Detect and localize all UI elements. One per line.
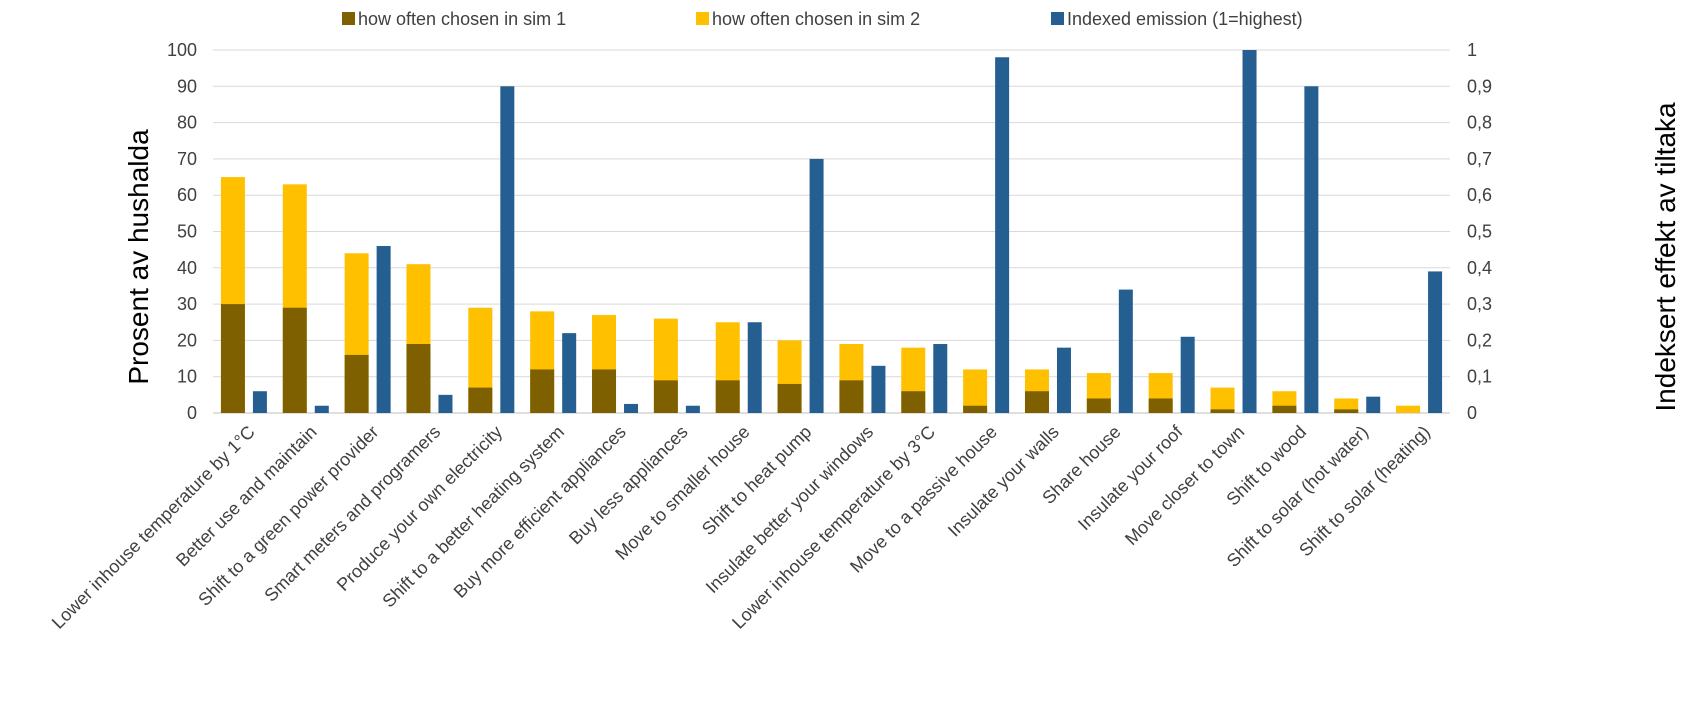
y-right-tick-label: 1 [1467, 40, 1477, 60]
bar-sim1 [220, 304, 245, 413]
bar-sim1 [715, 380, 740, 413]
bar-indexed-emission [933, 344, 948, 413]
legend-swatch [696, 12, 709, 25]
category-label: Move closer to town [1121, 422, 1248, 549]
y-left-tick-label: 40 [177, 258, 197, 278]
bar-sim1 [592, 369, 617, 413]
category-label: Shift to heat pump [698, 422, 815, 539]
legend-label: how often chosen in sim 2 [712, 9, 920, 29]
bar-indexed-emission [624, 403, 639, 413]
bar-sim1 [839, 380, 864, 413]
bar-indexed-emission [438, 394, 453, 413]
y-left-tick-label: 0 [187, 403, 197, 423]
y-right-tick-label: 0,6 [1467, 185, 1492, 205]
bar-indexed-emission [1056, 347, 1071, 413]
gridlines [213, 49, 1450, 414]
bar-sim1 [1148, 398, 1173, 413]
bar-sim1 [1024, 391, 1049, 413]
bar-sim2 [1210, 387, 1235, 413]
left-axis-ticks: 0 10 20 30 40 50 60 70 80 90 100 [167, 40, 197, 423]
bar-sim1 [1086, 398, 1111, 413]
y-left-tick-label: 10 [177, 367, 197, 387]
y-left-tick-label: 20 [177, 330, 197, 350]
right-axis-ticks: 0 0,1 0,2 0,3 0,4 0,5 0,6 0,7 0,8 0,9 1 [1467, 40, 1492, 423]
bar-sim1 [1272, 405, 1297, 413]
bar-indexed-emission [562, 333, 577, 413]
bar-sim1 [406, 344, 431, 413]
bar-indexed-emission [1118, 289, 1133, 413]
bar-indexed-emission [871, 365, 886, 413]
bar-indexed-emission [314, 405, 329, 413]
y-left-tick-label: 90 [177, 76, 197, 96]
bar-sim1 [344, 354, 369, 413]
bar-indexed-emission [1304, 86, 1319, 414]
y-right-tick-label: 0,4 [1467, 258, 1492, 278]
y-right-tick-label: 0,5 [1467, 222, 1492, 242]
y-left-tick-label: 70 [177, 149, 197, 169]
y-left-tick-label: 60 [177, 185, 197, 205]
bar-indexed-emission [376, 246, 391, 413]
bar-indexed-emission [1428, 271, 1443, 413]
y-left-tick-label: 80 [177, 113, 197, 133]
y-left-tick-label: 100 [167, 40, 197, 60]
legend-swatch [1051, 12, 1064, 25]
y-right-tick-label: 0,7 [1467, 149, 1492, 169]
y-right-tick-label: 0,8 [1467, 113, 1492, 133]
y-right-tick-label: 0,9 [1467, 76, 1492, 96]
bar-sim1 [1210, 409, 1235, 413]
y-axis-left-title: Prosent av hushalda [123, 129, 154, 385]
bar-indexed-emission [252, 391, 267, 413]
category-label: Buy less appliances [565, 422, 692, 549]
bar-sim1 [1334, 409, 1359, 413]
bar-indexed-emission [1242, 50, 1257, 413]
y-right-tick-label: 0 [1467, 403, 1477, 423]
y-left-tick-label: 50 [177, 222, 197, 242]
y-right-tick-label: 0,1 [1467, 367, 1492, 387]
bar-indexed-emission [685, 405, 700, 413]
bar-sim1 [963, 405, 988, 413]
bar-indexed-emission [747, 322, 762, 413]
bar-sim1 [468, 387, 493, 413]
bars [220, 50, 1443, 414]
y-axis-right-title: Indeksert effekt av tiltaka [1650, 102, 1681, 412]
bar-indexed-emission [1366, 396, 1381, 413]
bar-sim1 [282, 307, 307, 413]
bar-indexed-emission [809, 158, 824, 413]
legend-label: how often chosen in sim 1 [358, 9, 566, 29]
category-label: Insulate your walls [944, 422, 1063, 541]
category-label: Insulate your roof [1074, 421, 1187, 534]
bar-sim1 [901, 391, 926, 413]
y-right-tick-label: 0,3 [1467, 294, 1492, 314]
bar-indexed-emission [1180, 336, 1195, 413]
y-left-tick-label: 30 [177, 294, 197, 314]
legend-swatch [342, 12, 355, 25]
legend: how often chosen in sim 1 how often chose… [342, 9, 1303, 29]
bar-indexed-emission [500, 86, 515, 414]
bar-sim1 [777, 383, 802, 413]
bar-sim1 [530, 369, 555, 413]
bar-indexed-emission [995, 57, 1010, 413]
legend-label: Indexed emission (1=highest) [1067, 9, 1303, 29]
bar-sim2 [1396, 405, 1421, 413]
y-right-tick-label: 0,2 [1467, 330, 1492, 350]
bar-sim1 [653, 380, 678, 413]
